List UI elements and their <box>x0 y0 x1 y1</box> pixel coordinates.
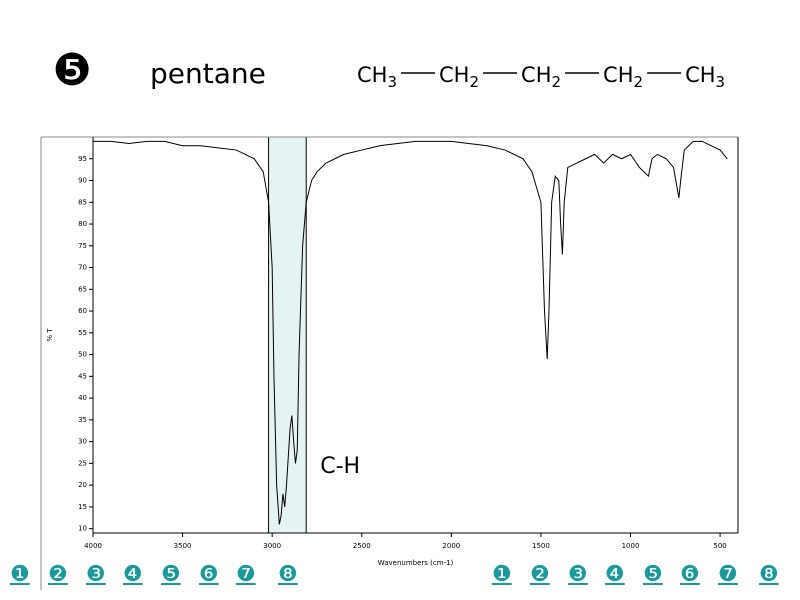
formula-group: CH3 <box>357 63 397 91</box>
compound-name: pentane <box>150 57 266 90</box>
nav-button[interactable]: ❶ <box>10 562 30 587</box>
formula-sub: 3 <box>387 73 397 91</box>
y-tick-label: 40 <box>78 394 87 402</box>
x-tick-label: 3000 <box>263 542 281 550</box>
nav-button[interactable]: ❸ <box>86 562 106 587</box>
nav-button[interactable]: ❻ <box>199 562 219 587</box>
nav-button[interactable]: ❷ <box>530 562 550 587</box>
x-tick-label: 1000 <box>622 542 640 550</box>
y-tick-label: 70 <box>78 264 87 272</box>
x-tick-label: 2000 <box>442 542 460 550</box>
x-tick-label: 2500 <box>353 542 371 550</box>
y-axis-label: % T <box>46 328 54 342</box>
y-tick-label: 95 <box>78 155 87 163</box>
y-tick-label: 80 <box>78 220 87 228</box>
formula-sub: 2 <box>634 73 644 91</box>
formula-group: CH2 <box>603 63 643 91</box>
y-tick-label: 65 <box>78 285 87 293</box>
nav-button[interactable]: ❼ <box>236 562 256 587</box>
y-tick-label: 45 <box>78 372 87 380</box>
x-tick-label: 4000 <box>84 542 102 550</box>
y-tick-label: 25 <box>78 459 87 467</box>
y-tick-label: 75 <box>78 242 87 250</box>
nav-button[interactable]: ❸ <box>568 562 588 587</box>
x-tick-label: 500 <box>713 542 726 550</box>
formula-base: CH <box>439 63 469 87</box>
nav-button[interactable]: ❹ <box>605 562 625 587</box>
formula-sub: 2 <box>469 73 479 91</box>
y-tick-label: 35 <box>78 416 87 424</box>
nav-button[interactable]: ❻ <box>680 562 700 587</box>
y-tick-label: 60 <box>78 307 87 315</box>
x-tick-label: 3500 <box>174 542 192 550</box>
nav-button[interactable]: ❶ <box>492 562 512 587</box>
spectrum-line <box>93 140 728 525</box>
y-tick-label: 50 <box>78 351 87 359</box>
formula-group: CH2 <box>521 63 561 91</box>
x-tick-label: 1500 <box>532 542 550 550</box>
nav-button[interactable]: ❼ <box>718 562 738 587</box>
y-tick-label: 15 <box>78 503 87 511</box>
nav-button[interactable]: ❹ <box>123 562 143 587</box>
y-tick-label: 90 <box>78 177 87 185</box>
formula-base: CH <box>685 63 715 87</box>
slide-number: ❺ <box>52 45 91 96</box>
y-tick-label: 10 <box>78 525 87 533</box>
annotation: C-H <box>320 454 360 479</box>
formula-base: CH <box>603 63 633 87</box>
y-tick-label: 85 <box>78 198 87 206</box>
nav-button[interactable]: ❺ <box>161 562 181 587</box>
nav-button[interactable]: ❽ <box>278 562 298 587</box>
nav-button[interactable]: ❷ <box>48 562 68 587</box>
formula-sub: 2 <box>552 73 562 91</box>
y-tick-label: 20 <box>78 481 87 489</box>
formula-base: CH <box>521 63 551 87</box>
formula-group: CH2 <box>439 63 479 91</box>
formula-base: CH <box>357 63 387 87</box>
y-tick-label: 55 <box>78 329 87 337</box>
nav-button[interactable]: ❺ <box>643 562 663 587</box>
formula-sub: 3 <box>716 73 726 91</box>
formula-group: CH3 <box>685 63 725 91</box>
x-axis-label: Wavenumbers (cm-1) <box>378 559 454 567</box>
y-tick-label: 30 <box>78 438 87 446</box>
nav-button[interactable]: ❽ <box>759 562 779 587</box>
